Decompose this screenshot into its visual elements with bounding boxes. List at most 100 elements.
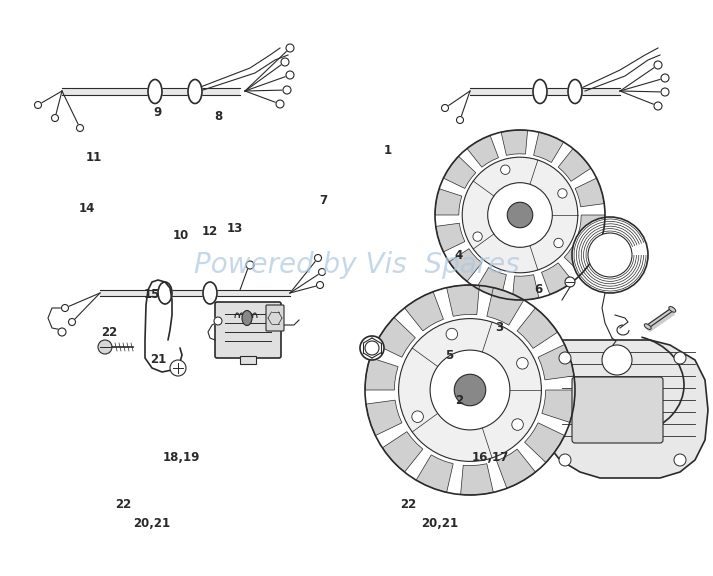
Circle shape: [559, 352, 571, 364]
Circle shape: [661, 88, 669, 96]
Circle shape: [654, 102, 662, 110]
Text: 20,21: 20,21: [133, 517, 170, 529]
Circle shape: [554, 238, 563, 248]
Circle shape: [446, 328, 458, 340]
Circle shape: [286, 71, 294, 79]
Circle shape: [276, 100, 284, 108]
Polygon shape: [416, 455, 453, 492]
Text: 1: 1: [384, 145, 392, 157]
Circle shape: [454, 374, 486, 406]
Text: 22: 22: [101, 327, 117, 339]
Text: 13: 13: [227, 222, 243, 234]
Circle shape: [602, 345, 632, 375]
Polygon shape: [513, 275, 539, 300]
Circle shape: [512, 419, 523, 430]
Circle shape: [98, 340, 112, 354]
Ellipse shape: [533, 79, 547, 104]
Circle shape: [501, 165, 510, 175]
Ellipse shape: [188, 79, 202, 104]
Polygon shape: [501, 130, 528, 156]
Text: 6: 6: [534, 283, 543, 295]
Circle shape: [286, 44, 294, 52]
Circle shape: [430, 350, 510, 430]
Circle shape: [565, 277, 575, 287]
Polygon shape: [487, 287, 524, 325]
Bar: [240, 356, 256, 364]
Polygon shape: [366, 400, 402, 435]
Circle shape: [456, 116, 463, 123]
Bar: [62, 88, 240, 95]
Circle shape: [559, 454, 571, 466]
Polygon shape: [436, 223, 465, 252]
Ellipse shape: [242, 310, 252, 325]
Polygon shape: [404, 291, 443, 331]
Polygon shape: [541, 263, 573, 294]
Polygon shape: [646, 309, 674, 331]
Circle shape: [441, 104, 448, 112]
Circle shape: [365, 341, 379, 355]
Text: 3: 3: [495, 321, 503, 334]
Circle shape: [68, 319, 76, 325]
Circle shape: [674, 352, 686, 364]
Circle shape: [507, 202, 533, 228]
Polygon shape: [517, 308, 558, 348]
Polygon shape: [558, 149, 591, 181]
Circle shape: [365, 285, 575, 495]
Text: 14: 14: [79, 202, 95, 215]
Text: 11: 11: [86, 151, 102, 164]
Circle shape: [317, 282, 324, 289]
Polygon shape: [461, 464, 493, 495]
Ellipse shape: [568, 79, 582, 104]
Text: 16,17: 16,17: [472, 452, 509, 464]
FancyBboxPatch shape: [266, 305, 284, 331]
Text: 20,21: 20,21: [421, 517, 458, 529]
Circle shape: [399, 319, 541, 461]
Polygon shape: [564, 241, 597, 274]
Polygon shape: [533, 132, 563, 162]
Polygon shape: [496, 449, 535, 488]
Circle shape: [661, 74, 669, 82]
Polygon shape: [376, 317, 416, 357]
Circle shape: [283, 86, 291, 94]
Circle shape: [654, 61, 662, 69]
Circle shape: [360, 336, 384, 360]
Circle shape: [462, 157, 578, 273]
Ellipse shape: [148, 79, 162, 104]
Polygon shape: [542, 340, 708, 478]
Text: 22: 22: [400, 498, 416, 510]
Text: 10: 10: [173, 229, 188, 241]
Text: 22: 22: [116, 498, 131, 510]
Ellipse shape: [158, 282, 172, 304]
FancyBboxPatch shape: [572, 377, 663, 443]
FancyBboxPatch shape: [215, 302, 281, 358]
Circle shape: [34, 101, 41, 108]
Bar: [100, 290, 290, 296]
Text: Powered by Vis  Spares: Powered by Vis Spares: [194, 251, 519, 279]
Circle shape: [246, 261, 254, 269]
Circle shape: [488, 183, 553, 247]
Polygon shape: [578, 215, 605, 241]
Polygon shape: [467, 135, 498, 167]
Polygon shape: [476, 267, 506, 298]
Circle shape: [51, 115, 58, 122]
Circle shape: [76, 124, 83, 131]
Text: 4: 4: [454, 249, 463, 262]
Circle shape: [319, 268, 326, 275]
Circle shape: [61, 305, 68, 312]
Ellipse shape: [645, 324, 651, 329]
Text: 21: 21: [150, 353, 166, 366]
Circle shape: [558, 189, 567, 198]
Polygon shape: [575, 178, 604, 207]
Circle shape: [674, 454, 686, 466]
Circle shape: [572, 217, 648, 293]
Text: 7: 7: [319, 194, 327, 207]
Text: 2: 2: [455, 394, 463, 407]
Circle shape: [314, 255, 322, 262]
Ellipse shape: [669, 306, 676, 312]
Circle shape: [281, 58, 289, 66]
Circle shape: [435, 130, 605, 300]
Ellipse shape: [203, 282, 217, 304]
Text: 5: 5: [445, 350, 453, 362]
Text: 8: 8: [214, 110, 222, 123]
Polygon shape: [443, 156, 476, 188]
